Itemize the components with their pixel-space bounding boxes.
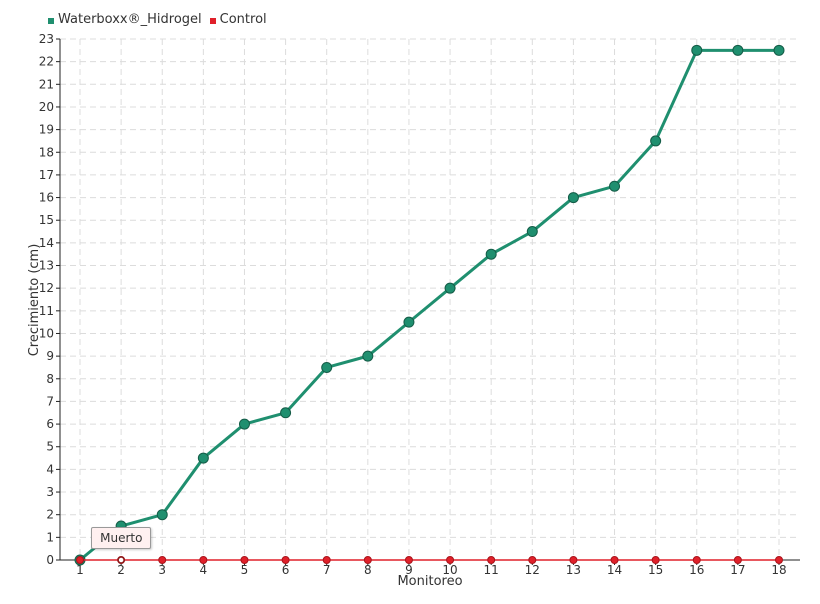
legend-label-series2: Control <box>219 12 267 27</box>
x-tick-label: 9 <box>405 563 413 577</box>
data-point <box>240 556 249 564</box>
x-tick-label: 11 <box>484 563 499 577</box>
data-point <box>485 248 497 260</box>
y-axis-label: Crecimiento (cm) <box>27 244 42 357</box>
data-point <box>158 556 167 564</box>
highlighted-point <box>117 556 125 564</box>
grid <box>60 38 800 560</box>
y-tick-label: 12 <box>39 281 54 295</box>
legend-item-series1[interactable]: Waterboxx®_Hidrogel <box>48 12 202 27</box>
x-tick-label: 10 <box>442 563 457 577</box>
y-tick-label: 2 <box>46 508 54 522</box>
data-point <box>362 350 374 362</box>
legend-item-series2[interactable]: Control <box>209 12 267 27</box>
data-point <box>692 556 701 564</box>
x-tick-label: 18 <box>771 563 786 577</box>
y-tick-label: 20 <box>39 100 54 114</box>
legend-swatch-series2 <box>209 18 216 24</box>
y-tick-label: 5 <box>46 440 54 454</box>
y-tick-label: 21 <box>39 77 54 91</box>
data-point <box>76 556 84 564</box>
x-tick-label: 14 <box>607 563 622 577</box>
data-point <box>281 556 290 564</box>
data-point <box>199 556 208 564</box>
data-point <box>569 556 578 564</box>
x-tick-label: 6 <box>282 563 290 577</box>
data-point <box>732 44 744 56</box>
y-tick-label: 13 <box>39 259 54 273</box>
x-tick-label: 13 <box>566 563 581 577</box>
data-point <box>321 361 333 373</box>
data-point <box>773 44 785 56</box>
data-point <box>691 44 703 56</box>
legend: Waterboxx®_Hidrogel Control <box>48 12 275 27</box>
data-point <box>487 556 496 564</box>
x-axis-label: Monitoreo <box>397 574 462 589</box>
y-tick-label: 1 <box>46 530 54 544</box>
legend-label-series1: Waterboxx®_Hidrogel <box>58 12 202 27</box>
y-tick-label: 0 <box>46 553 54 567</box>
x-tick-label: 5 <box>241 563 249 577</box>
x-tick-label: 12 <box>525 563 540 577</box>
y-tick-label: 17 <box>39 168 54 182</box>
data-point <box>650 135 662 147</box>
y-tick-label: 3 <box>46 485 54 499</box>
x-tick-label: 1 <box>76 563 84 577</box>
data-point <box>775 556 783 564</box>
data-point <box>610 556 619 564</box>
series-line <box>79 48 779 562</box>
series-1 <box>74 44 785 566</box>
y-tick-label: 22 <box>39 55 54 69</box>
y-tick-label: 19 <box>39 123 54 137</box>
data-point <box>444 282 456 294</box>
y-tick-label: 15 <box>39 213 54 227</box>
data-point <box>280 407 292 419</box>
data-point <box>526 226 538 238</box>
series-2 <box>76 556 783 564</box>
data-point <box>156 509 168 521</box>
y-tick-label: 4 <box>46 462 54 476</box>
data-point <box>733 556 742 564</box>
y-tick-label: 16 <box>39 191 54 205</box>
data-point <box>363 556 372 564</box>
data-point <box>528 556 537 564</box>
data-point <box>403 316 415 328</box>
x-tick-label: 16 <box>689 563 704 577</box>
y-tick-label: 9 <box>46 349 54 363</box>
y-tick-label: 11 <box>39 304 54 318</box>
data-point <box>609 180 621 192</box>
data-point <box>197 452 209 464</box>
data-point <box>651 556 660 564</box>
data-point <box>238 418 250 430</box>
y-tick-label: 23 <box>39 32 54 46</box>
x-tick-label: 8 <box>364 563 372 577</box>
y-tick-label: 7 <box>46 394 54 408</box>
series <box>74 44 785 566</box>
data-point <box>567 192 579 204</box>
x-tick-label: 4 <box>200 563 208 577</box>
data-point <box>446 556 455 564</box>
x-tick-label: 7 <box>323 563 331 577</box>
data-point <box>404 556 413 564</box>
x-tick-label: 2 <box>117 563 125 577</box>
y-tick-label: 10 <box>39 326 54 340</box>
tooltip-text: Muerto <box>100 531 143 545</box>
point-tooltip: Muerto <box>91 527 152 549</box>
y-tick-label: 18 <box>39 145 54 159</box>
x-tick-label: 15 <box>648 563 663 577</box>
y-tick-label: 8 <box>46 372 54 386</box>
y-tick-label: 14 <box>39 236 54 250</box>
legend-swatch-series1 <box>48 18 54 24</box>
x-tick-label: 3 <box>158 563 166 577</box>
x-tick-label: 17 <box>730 563 745 577</box>
data-point <box>322 556 331 564</box>
y-tick-label: 6 <box>46 417 54 431</box>
